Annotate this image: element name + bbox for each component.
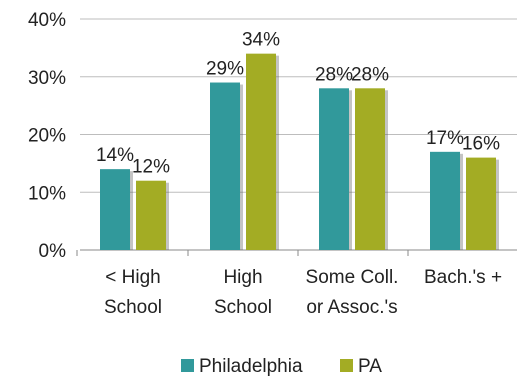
data-label: 28% <box>351 64 389 85</box>
bar-pa <box>136 180 166 250</box>
y-tick-label: 30% <box>28 68 66 89</box>
data-label: 14% <box>96 145 134 166</box>
bar-philadelphia <box>210 82 240 251</box>
legend-swatch <box>340 359 353 372</box>
data-labels: 14% 29% 28% 17% 12% 34% 28% 16% <box>96 30 500 178</box>
category-label: School <box>104 297 162 318</box>
y-tick-label: 20% <box>28 126 66 147</box>
data-label: 34% <box>242 30 280 51</box>
y-tick-label: 10% <box>28 183 66 204</box>
bar-pa <box>355 88 385 250</box>
category-label: Some Coll. <box>306 267 399 288</box>
y-tick-label: 0% <box>39 241 67 262</box>
bar-pa <box>246 53 276 251</box>
category-label: High <box>223 267 262 288</box>
bars <box>100 53 499 251</box>
data-label: 29% <box>206 59 244 80</box>
y-tick-label: 40% <box>28 10 66 31</box>
legend: Philadelphia PA <box>181 356 382 377</box>
bar-pa <box>466 157 496 250</box>
data-label: 28% <box>315 64 353 85</box>
data-label: 16% <box>462 134 500 155</box>
category-label: or Assoc.'s <box>306 297 397 318</box>
bar-philadelphia <box>430 151 460 250</box>
data-label: 12% <box>132 157 170 178</box>
category-label: Bach.'s + <box>424 267 502 288</box>
category-label: School <box>214 297 272 318</box>
legend-swatch <box>181 359 194 372</box>
bar-philadelphia <box>319 88 349 250</box>
legend-label: Philadelphia <box>199 356 303 377</box>
data-label: 17% <box>426 128 464 149</box>
category-labels: < High School High School Some Coll. or Assoc… <box>104 267 502 318</box>
category-label: < High <box>105 267 160 288</box>
legend-label: PA <box>358 356 382 377</box>
bar-philadelphia <box>100 169 130 250</box>
